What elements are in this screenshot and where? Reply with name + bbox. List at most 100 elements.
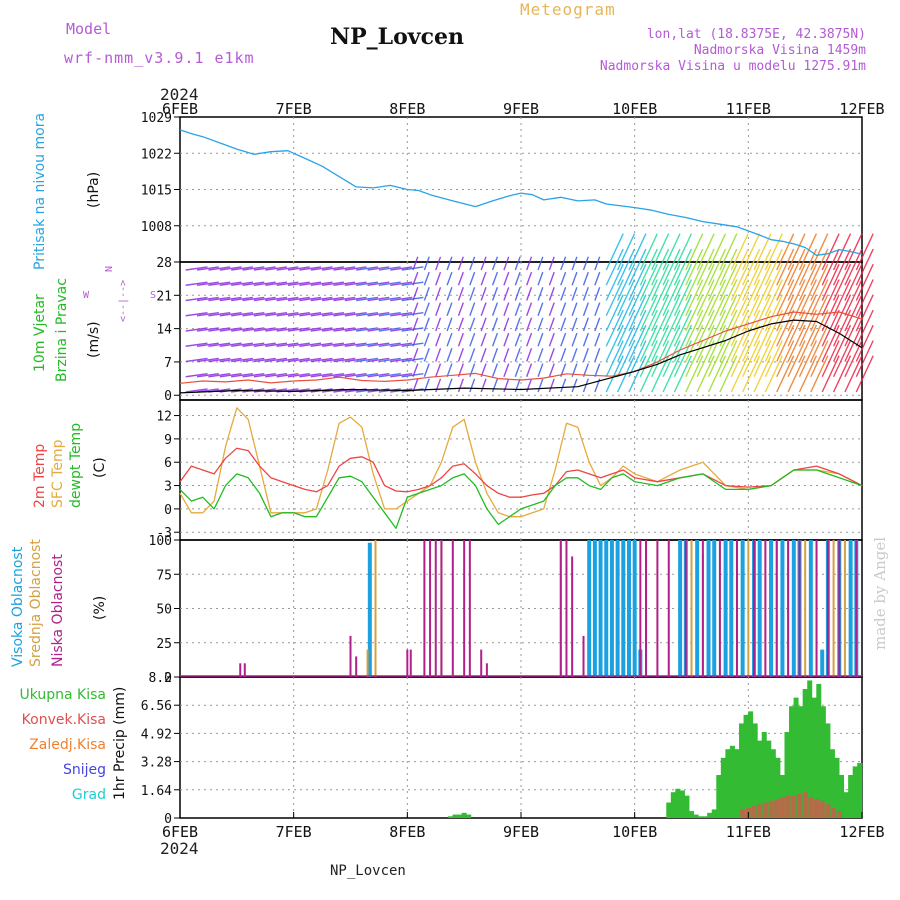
wind-vector xyxy=(730,309,749,347)
x-tick-label-bottom: 6FEB xyxy=(162,823,198,841)
y-tick-label: 50 xyxy=(156,603,172,618)
low-cloud-bar xyxy=(406,649,409,677)
wind-vector xyxy=(844,309,863,347)
pressure-unit: (hPa) xyxy=(86,172,102,208)
wind-subtitle: Brzina i Pravac xyxy=(54,278,70,382)
wind-vector xyxy=(628,233,647,271)
y-tick-label: 0 xyxy=(164,812,172,827)
wind-vector xyxy=(696,355,715,393)
wind-vector xyxy=(548,348,555,362)
wind-vector xyxy=(571,302,578,316)
wind-vector xyxy=(560,287,567,301)
wind-vector xyxy=(696,294,715,332)
axis-labels: 6FEB 6FEB 7FEB 7FEB 8FEB 8FEB 9FEB 9FEB 10FEB 10F… xyxy=(141,100,885,841)
wind-vector xyxy=(265,327,288,332)
low-cloud-bar xyxy=(239,663,242,677)
low-cloud-bar xyxy=(355,656,358,677)
total-precip-bar xyxy=(743,714,749,818)
wind-vector xyxy=(299,281,322,286)
key-w: W xyxy=(83,290,90,301)
high-cloud-bar xyxy=(678,540,683,677)
wind-vector xyxy=(253,266,276,271)
low-cloud-bar xyxy=(559,540,562,677)
wind-vector xyxy=(265,373,288,378)
wind-vector xyxy=(662,355,681,393)
wind-vector xyxy=(560,317,567,332)
key-s: S xyxy=(150,290,156,301)
wind-vector xyxy=(855,248,874,286)
wind-vector xyxy=(662,324,681,362)
y-tick-label: 1008 xyxy=(141,220,172,235)
wind-vector xyxy=(628,263,647,301)
wind-vector xyxy=(344,312,367,317)
wind-vector xyxy=(651,248,670,286)
wind-vector xyxy=(457,287,464,301)
wind-vector xyxy=(446,287,453,301)
wind-vector xyxy=(287,357,310,363)
wind-vector xyxy=(333,296,356,302)
wind-vector xyxy=(526,363,533,377)
wind-vector xyxy=(390,281,413,286)
wind-vector xyxy=(321,373,344,378)
y-tick-label: 4.92 xyxy=(141,727,172,742)
wind-vector xyxy=(503,271,510,286)
station-title: NP_Lovcen xyxy=(330,24,464,50)
wind-vector xyxy=(742,279,761,317)
wind-vector xyxy=(707,248,727,286)
wind-vector xyxy=(401,281,424,286)
wind-vector xyxy=(696,309,715,347)
wind-vector xyxy=(242,342,265,347)
wind-vector xyxy=(742,324,761,362)
temp-unit: (C) xyxy=(92,457,108,478)
wind-vector xyxy=(401,327,424,332)
wind-vector xyxy=(321,357,344,363)
wind-vector xyxy=(367,327,390,332)
total-precip-bar xyxy=(689,811,694,818)
wind-vector xyxy=(356,296,379,302)
high-cloud-bar xyxy=(367,542,372,677)
pressure-line xyxy=(179,129,863,256)
total-precip-bar xyxy=(729,745,735,818)
panel-frame xyxy=(179,399,863,541)
low-cloud-bar xyxy=(349,635,352,677)
wind-vector xyxy=(457,317,464,332)
wind-vector xyxy=(480,256,487,271)
wind-vector xyxy=(855,355,874,393)
low-cloud-bar xyxy=(468,540,471,677)
wind-vector xyxy=(480,378,487,393)
wind-vectors xyxy=(185,233,874,393)
wind-vector xyxy=(764,263,783,301)
wind-vector xyxy=(753,248,772,286)
wind-vector xyxy=(231,342,253,347)
x-tick-label-top: 10FEB xyxy=(612,100,657,118)
wind-vector xyxy=(537,317,544,332)
temp2m-line xyxy=(179,447,863,498)
low-cloud-bar xyxy=(656,540,659,677)
low-cloud-bar xyxy=(838,540,841,677)
wind-vector xyxy=(787,309,806,347)
plot-marks xyxy=(179,129,863,818)
conv-precip-bar xyxy=(819,800,825,818)
wind-vector xyxy=(219,312,242,317)
wind-vector xyxy=(776,324,795,362)
wind-vector xyxy=(480,302,487,316)
total-precip-bar xyxy=(698,816,704,818)
y-tick-label: 14 xyxy=(156,323,172,338)
wind-vector xyxy=(208,373,231,378)
wind-vector xyxy=(457,302,464,316)
wind-vector xyxy=(594,348,601,362)
wind-vector xyxy=(707,294,727,332)
wind-vector xyxy=(196,281,219,286)
wind-vector xyxy=(310,357,333,363)
wind-vector xyxy=(594,302,601,316)
wind-vector xyxy=(321,266,344,271)
wind-vector xyxy=(651,233,670,271)
wind-vector xyxy=(491,363,499,377)
wind-vector xyxy=(378,266,401,271)
wind-vector xyxy=(719,233,738,271)
wind-vector xyxy=(356,281,379,286)
wind-vector xyxy=(719,324,738,362)
wind-vector xyxy=(605,309,624,347)
x-tick-label-bottom: 11FEB xyxy=(726,823,771,841)
wind-vector xyxy=(685,324,704,362)
